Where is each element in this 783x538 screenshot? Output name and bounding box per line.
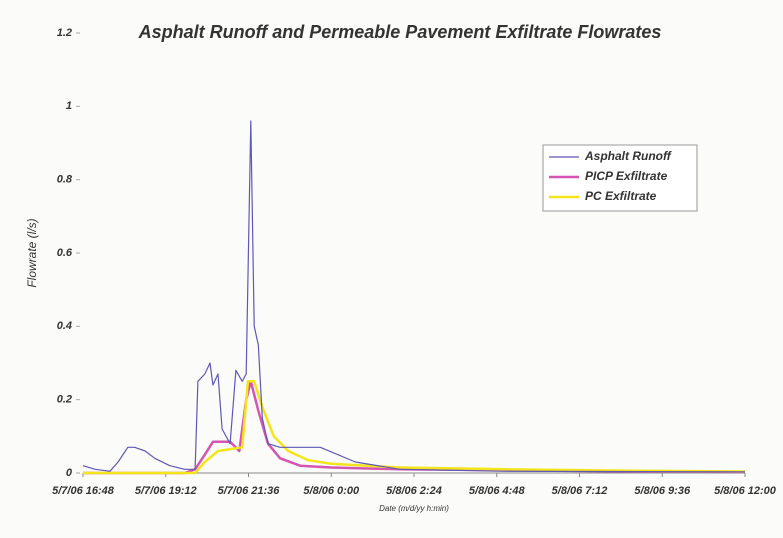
x-tick-label: 5/8/06 7:12 (552, 485, 608, 497)
data-line (82, 120, 746, 473)
y-tick-label: 0.4 (57, 320, 72, 332)
x-tick-label: 5/7/06 19:12 (135, 485, 197, 497)
x-axis-label: Date (m/d/yy h:min) (379, 504, 449, 513)
y-tick-label: 0.2 (57, 394, 72, 406)
x-tick-label: 5/8/06 4:48 (469, 485, 526, 497)
y-tick-label: 1 (66, 100, 72, 112)
y-tick-label: 0 (66, 467, 73, 479)
legend-label: PICP Exfiltrate (585, 169, 668, 183)
y-axis-label: Flowrate (l/s) (25, 218, 39, 287)
x-tick-label: 5/7/06 16:48 (52, 485, 115, 497)
x-tick-label: 5/8/06 9:36 (634, 485, 691, 497)
chart-title: Asphalt Runoff and Permeable Pavement Ex… (138, 22, 662, 42)
legend-label: Asphalt Runoff (584, 149, 672, 163)
x-tick-label: 5/8/06 0:00 (303, 485, 360, 497)
x-tick-label: 5/7/06 21:36 (218, 485, 281, 497)
y-tick-label: 0.8 (57, 174, 73, 186)
x-tick-label: 5/8/06 2:24 (386, 485, 442, 497)
y-tick-label: 1.2 (57, 27, 72, 39)
legend-label: PC Exfiltrate (585, 189, 657, 203)
y-tick-label: 0.6 (57, 247, 73, 259)
x-tick-label: 5/8/06 12:00 (714, 485, 777, 497)
